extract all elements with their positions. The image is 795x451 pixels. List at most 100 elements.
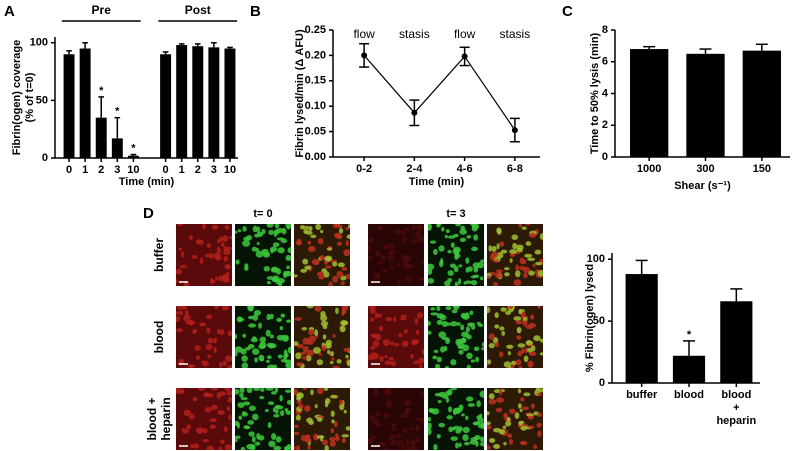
cell [323,260,328,265]
cell [274,404,281,409]
cell [252,413,259,421]
cell [239,392,244,398]
bar [63,54,75,158]
cell [341,266,348,271]
cell [202,224,206,230]
cell [429,240,437,244]
cell [186,424,191,430]
cell [467,403,476,407]
cell [381,269,388,273]
annotation: flow [353,27,375,41]
bar [742,50,781,158]
cell [329,440,336,447]
cell [192,397,198,402]
cell [336,224,341,228]
cell [445,306,452,311]
cell [434,392,442,397]
annotation: stasis [399,27,430,41]
cell [374,333,382,341]
cell [235,435,241,440]
x-tick-label-line: heparin [716,415,756,427]
cell [227,330,232,337]
cell [287,247,291,254]
cell [502,425,507,429]
cell [479,442,484,447]
cell [304,405,311,412]
cell [368,255,373,260]
cell [218,275,223,282]
cell [402,428,408,434]
cell [401,444,406,449]
cell [294,424,299,428]
cell [341,308,347,315]
x-axis-label: Shear (s⁻¹) [674,180,731,192]
micrograph-texture [294,388,350,450]
cell [433,444,438,450]
cell [324,445,329,450]
cell [507,351,511,356]
cell [508,408,516,414]
cell [266,355,272,360]
cell [258,344,266,349]
cell [204,253,210,258]
cell [214,252,221,257]
cell [223,246,228,252]
cell [458,442,462,447]
cell [433,248,438,255]
micrograph-texture [428,306,484,368]
cell [530,403,535,409]
cell [455,442,459,449]
cell [259,336,267,343]
cell [436,224,441,228]
cell [279,326,284,331]
cell [501,330,506,336]
cell [539,233,543,240]
cell [225,355,232,362]
cell [248,431,255,437]
cell [411,224,417,230]
cell [499,351,504,358]
cell [224,264,231,270]
cell [194,345,201,351]
cell [498,388,503,396]
cell [205,344,213,351]
cell [255,250,264,258]
cell [321,345,327,351]
cell [399,413,408,419]
cell [470,279,478,286]
cell [268,440,276,448]
cell [335,433,339,439]
cell [251,435,256,443]
cell [449,263,457,269]
cell [284,445,291,450]
cell [436,306,441,312]
cell [320,311,326,317]
cell [533,444,538,450]
cell [460,225,466,231]
cell [224,444,232,450]
cell [328,281,333,286]
cell [518,388,522,394]
cell [268,229,274,236]
cell [537,392,542,397]
y-tick-label: 2 [602,119,608,131]
cell [487,425,492,430]
cell [236,316,243,323]
cell [226,390,232,396]
y-tick-label: 50 [36,94,48,106]
cell [383,246,388,250]
cell [307,349,314,357]
cell [320,229,324,234]
cell [445,229,450,234]
cell [461,331,469,338]
cell [404,399,412,407]
cell [208,253,215,259]
cell [228,235,232,240]
cell [215,276,219,281]
row-label: blood +heparin [145,397,173,440]
bar [95,117,107,158]
cell [325,265,332,269]
cell [192,443,200,449]
x-tick-label: 0-2 [356,163,372,175]
cell [242,333,247,338]
